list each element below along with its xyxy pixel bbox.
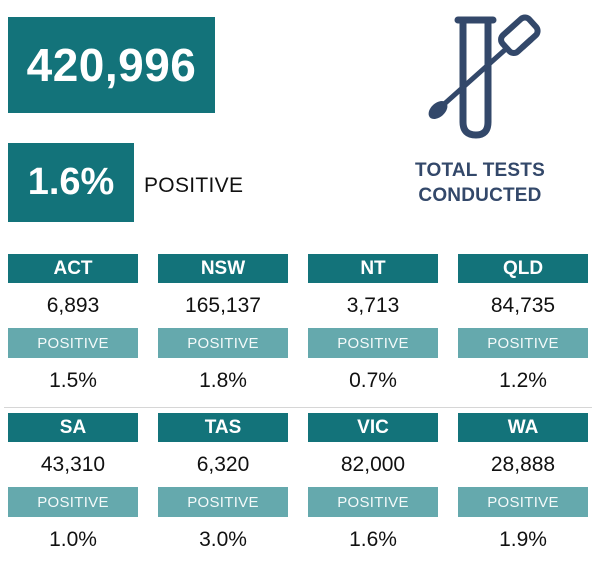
state-positive-rate: 3.0% (199, 528, 247, 551)
row-divider (4, 407, 592, 408)
state-positive-label: POSITIVE (458, 487, 588, 517)
state-card-qld: QLD 84,735 POSITIVE 1.2% (458, 254, 588, 404)
state-card-sa: SA 43,310 POSITIVE 1.0% (8, 413, 138, 563)
positive-rate-label: POSITIVE (144, 174, 244, 197)
state-tests: 165,137 (185, 293, 261, 317)
state-card-vic: VIC 82,000 POSITIVE 1.6% (308, 413, 438, 563)
state-positive-label: POSITIVE (308, 487, 438, 517)
state-name: NSW (158, 254, 288, 283)
state-positive-rate: 0.7% (349, 369, 397, 392)
state-tests: 43,310 (40, 452, 106, 476)
caption-line-2: CONDUCTED (418, 185, 542, 206)
state-name: QLD (458, 254, 588, 283)
state-tests: 3,713 (346, 293, 400, 317)
state-positive-label: POSITIVE (158, 328, 288, 358)
total-tests-caption: TOTAL TESTS CONDUCTED (400, 158, 560, 208)
positive-rate-value: 1.6% (8, 143, 134, 222)
state-card-nsw: NSW 165,137 POSITIVE 1.8% (158, 254, 288, 404)
state-positive-label: POSITIVE (158, 487, 288, 517)
state-positive-label: POSITIVE (8, 328, 138, 358)
state-positive-rate: 1.2% (499, 369, 547, 392)
state-tests: 28,888 (490, 452, 556, 476)
state-positive-label: POSITIVE (458, 328, 588, 358)
state-positive-rate: 1.0% (49, 528, 97, 551)
state-name: SA (8, 413, 138, 442)
state-row-1: ACT 6,893 POSITIVE 1.5% NSW 165,137 POSI… (8, 254, 588, 404)
state-name: TAS (158, 413, 288, 442)
state-grid: ACT 6,893 POSITIVE 1.5% NSW 165,137 POSI… (4, 254, 592, 563)
state-tests: 6,320 (196, 452, 250, 476)
state-tests: 82,000 (340, 452, 406, 476)
state-positive-rate: 1.8% (199, 369, 247, 392)
state-positive-rate: 1.5% (49, 369, 97, 392)
state-tests: 6,893 (46, 293, 100, 317)
total-tests-value: 420,996 (8, 17, 215, 113)
state-card-act: ACT 6,893 POSITIVE 1.5% (8, 254, 138, 404)
state-name: NT (308, 254, 438, 283)
state-positive-rate: 1.9% (499, 528, 547, 551)
state-card-wa: WA 28,888 POSITIVE 1.9% (458, 413, 588, 563)
state-name: VIC (308, 413, 438, 442)
state-card-tas: TAS 6,320 POSITIVE 3.0% (158, 413, 288, 563)
caption-line-1: TOTAL TESTS (415, 160, 545, 181)
state-card-nt: NT 3,713 POSITIVE 0.7% (308, 254, 438, 404)
state-positive-label: POSITIVE (308, 328, 438, 358)
state-positive-label: POSITIVE (8, 487, 138, 517)
state-positive-rate: 1.6% (349, 528, 397, 551)
state-name: ACT (8, 254, 138, 283)
state-row-2: SA 43,310 POSITIVE 1.0% TAS 6,320 POSITI… (8, 413, 588, 563)
test-tube-swab-icon (428, 14, 541, 139)
state-name: WA (458, 413, 588, 442)
state-tests: 84,735 (490, 293, 556, 317)
